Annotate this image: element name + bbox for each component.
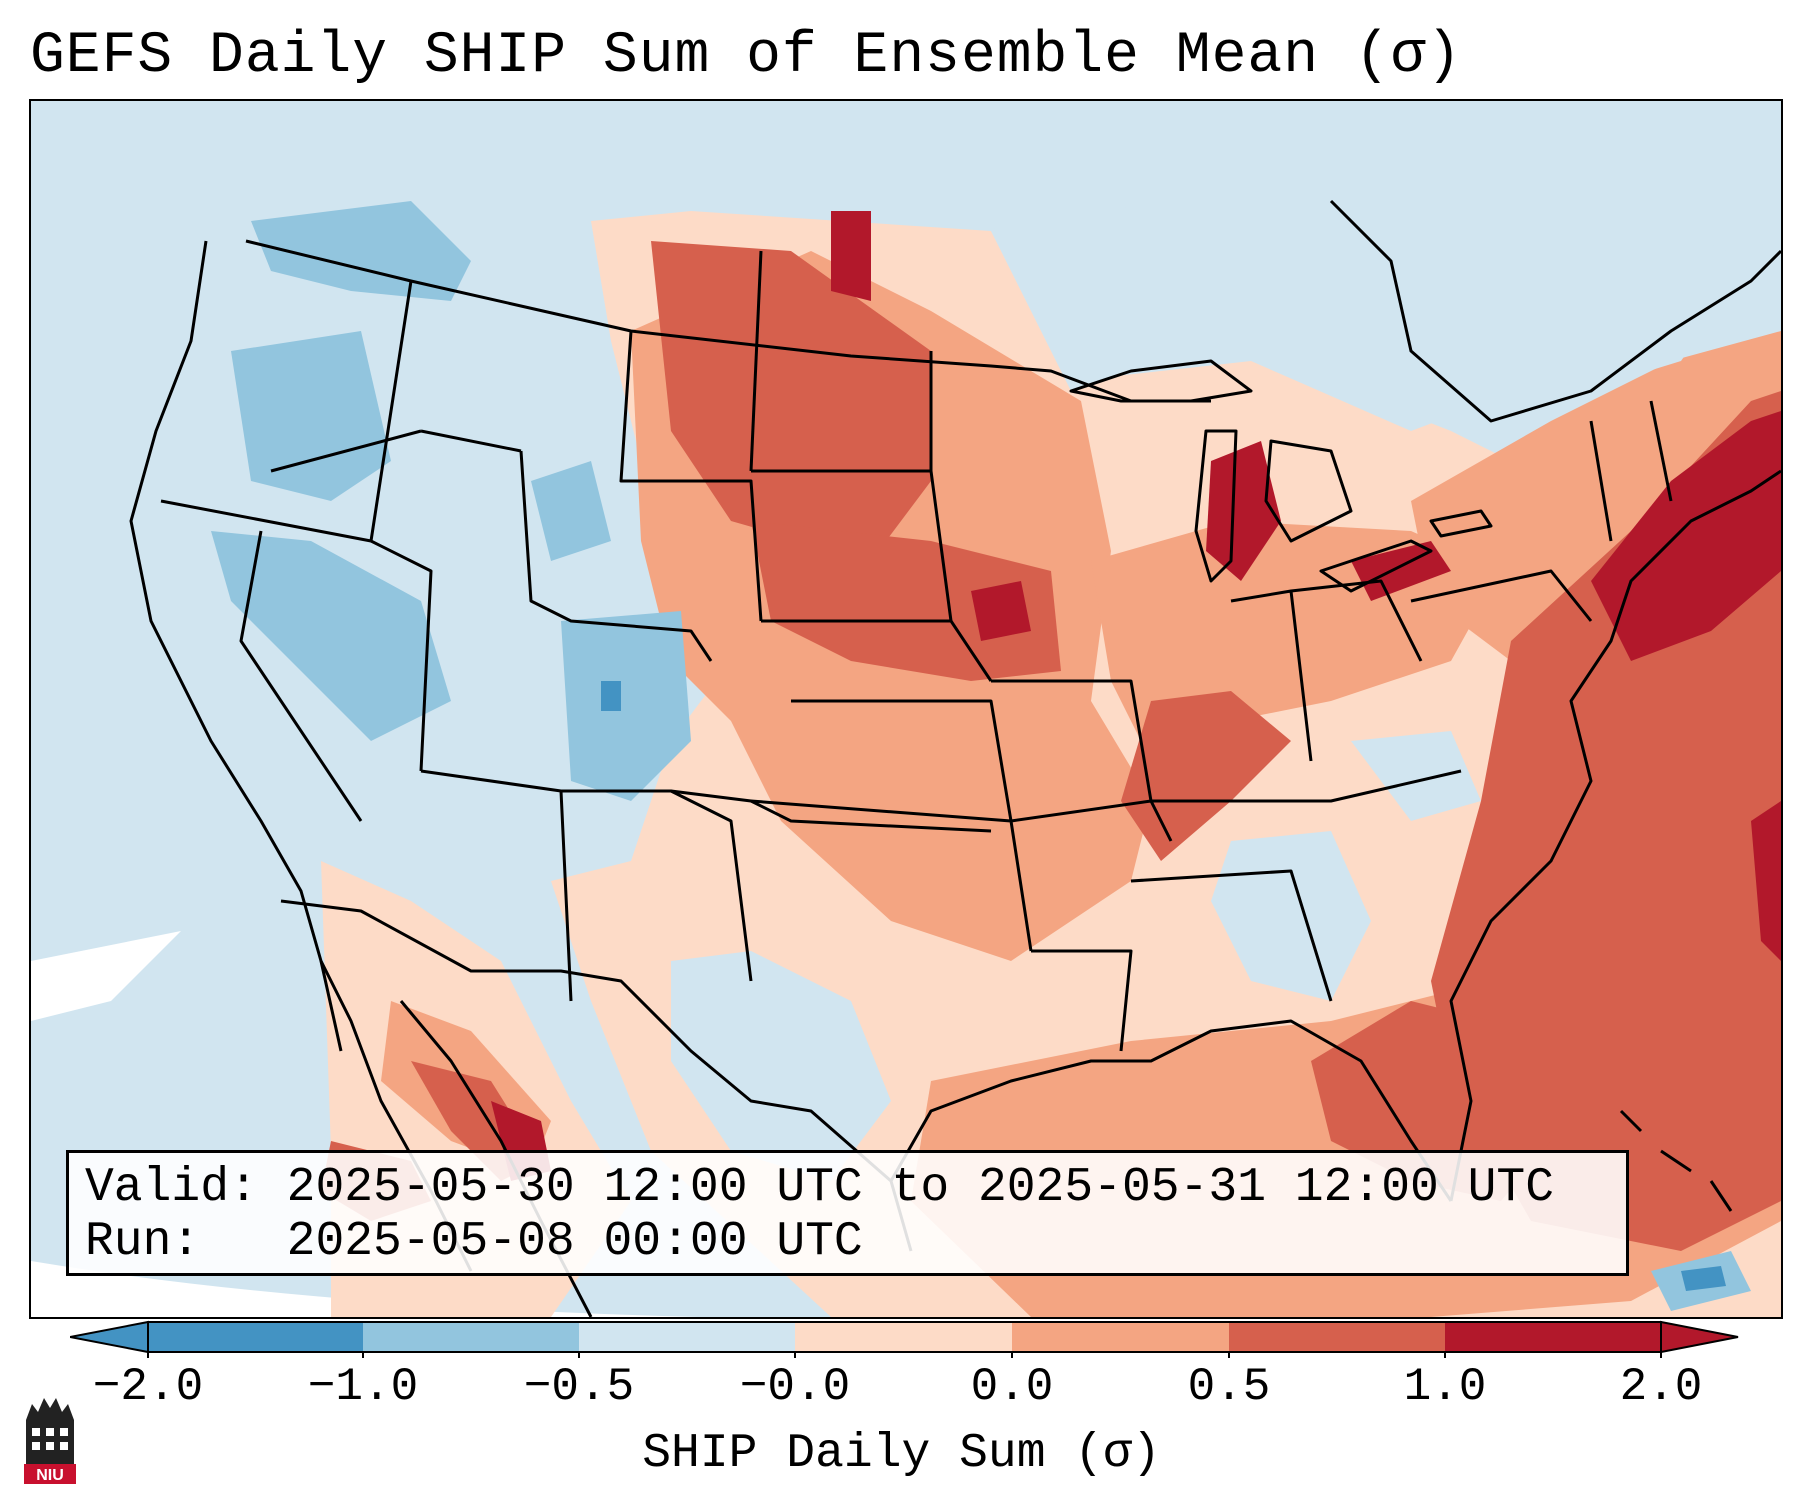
lake-michigan [1194,429,1238,583]
region-pos-extreme-erie [1351,541,1451,601]
east-coast [1449,469,1781,1202]
state-line [991,679,1153,802]
region-neg-strong-colorado [601,681,621,711]
colorbar-tick-label: 2.0 [1619,1361,1703,1413]
state-line [1589,420,1613,542]
region-neg-mid-wyoming [531,461,611,561]
region-pos-strong-nebraska [751,521,1061,681]
colorbar-segment [148,1322,363,1352]
region-pos-extreme-iowa [971,581,1031,641]
state-line [420,429,522,453]
us-canada-border [245,239,1211,403]
lake-huron [1264,439,1353,543]
region-neg-mid-colorado [561,611,691,801]
colorbar-extend-low [70,1320,149,1354]
colorbar [70,1320,1739,1358]
colorbar-tick-label: −0.0 [739,1361,851,1413]
colorbar-segment [579,1322,795,1352]
state-line [369,280,413,542]
state-line [619,330,763,622]
lake-ontario [1429,509,1493,538]
state-line [160,499,372,543]
state-line [1031,949,1133,1052]
canada-coast [1329,199,1781,423]
colorbar-outline [147,1321,1662,1353]
colorbar-segment [1229,1322,1445,1352]
logo-text: NIU [36,1467,64,1484]
colorbar-tick-label: −0.5 [523,1361,635,1413]
region-neg-mid-idaho [231,331,391,501]
colorbar-segment [1445,1322,1661,1352]
gulf-coast [889,1019,1453,1202]
run-time-text: Run: 2025-05-08 00:00 UTC [85,1215,863,1269]
bahamas [1619,1109,1733,1212]
lake-superior [1069,359,1253,403]
state-line [1151,769,1462,803]
colorbar-segment [795,1322,1012,1352]
state-line [239,530,363,822]
state-line [749,250,763,472]
state-line [1290,579,1423,662]
region-neg-weak-carolina [1351,731,1481,821]
state-line [370,539,433,772]
valid-run-box: Valid: 2025-05-30 12:00 UTC to 2025-05-3… [66,1150,1629,1276]
region-pos-extreme-atlantic-south [1751,801,1781,961]
boundary-lines [129,199,1781,1317]
map-title: GEFS Daily SHIP Sum of Ensemble Mean (σ) [30,24,1463,89]
region-pos-strong-midsouth [1121,691,1291,861]
valid-time-text: Valid: 2025-05-30 12:00 UTC to 2025-05-3… [85,1161,1555,1215]
niu-logo: NIU [24,1398,76,1484]
region-pos-extreme-newengland [1591,411,1781,661]
us-mexico-border [280,899,913,1252]
state-line [1410,569,1593,622]
region-neg-weak-maritimes [1431,211,1751,401]
colorbar-tick-label: 0.5 [1187,1361,1271,1413]
state-line [519,450,713,662]
colorbar-tick-label: 1.0 [1403,1361,1487,1413]
region-neg-weak-texas [671,951,891,1181]
region-pos-extreme-michigan [1206,441,1281,581]
anomaly-map [31,101,1781,1317]
state-line [1130,869,1333,1002]
state-line [270,429,422,473]
region-neg-mid-nevada [211,531,451,741]
state-line [1649,400,1673,502]
region-neg-mid-pnw [251,201,471,301]
colorbar-segment [363,1322,579,1352]
colorbar-tick-label: −1.0 [307,1361,419,1413]
region-pos-extreme-ontario [831,211,871,301]
map-panel [29,99,1783,1319]
west-coast [129,240,343,1052]
state-line [670,789,753,982]
colorbar-extend-high [1660,1320,1739,1354]
state-line [791,699,1013,822]
colorbar-label: SHIP Daily Sum (σ) [642,1427,1161,1481]
region-neg-weak-quebec [991,201,1491,431]
colorbar-segment [1012,1322,1229,1352]
colorbar-tick-label: 0.0 [970,1361,1054,1413]
colorbar-tick-label: −2.0 [92,1361,204,1413]
white-patch-pacific [31,931,181,1021]
region-neg-strong-cuba [1681,1266,1726,1291]
